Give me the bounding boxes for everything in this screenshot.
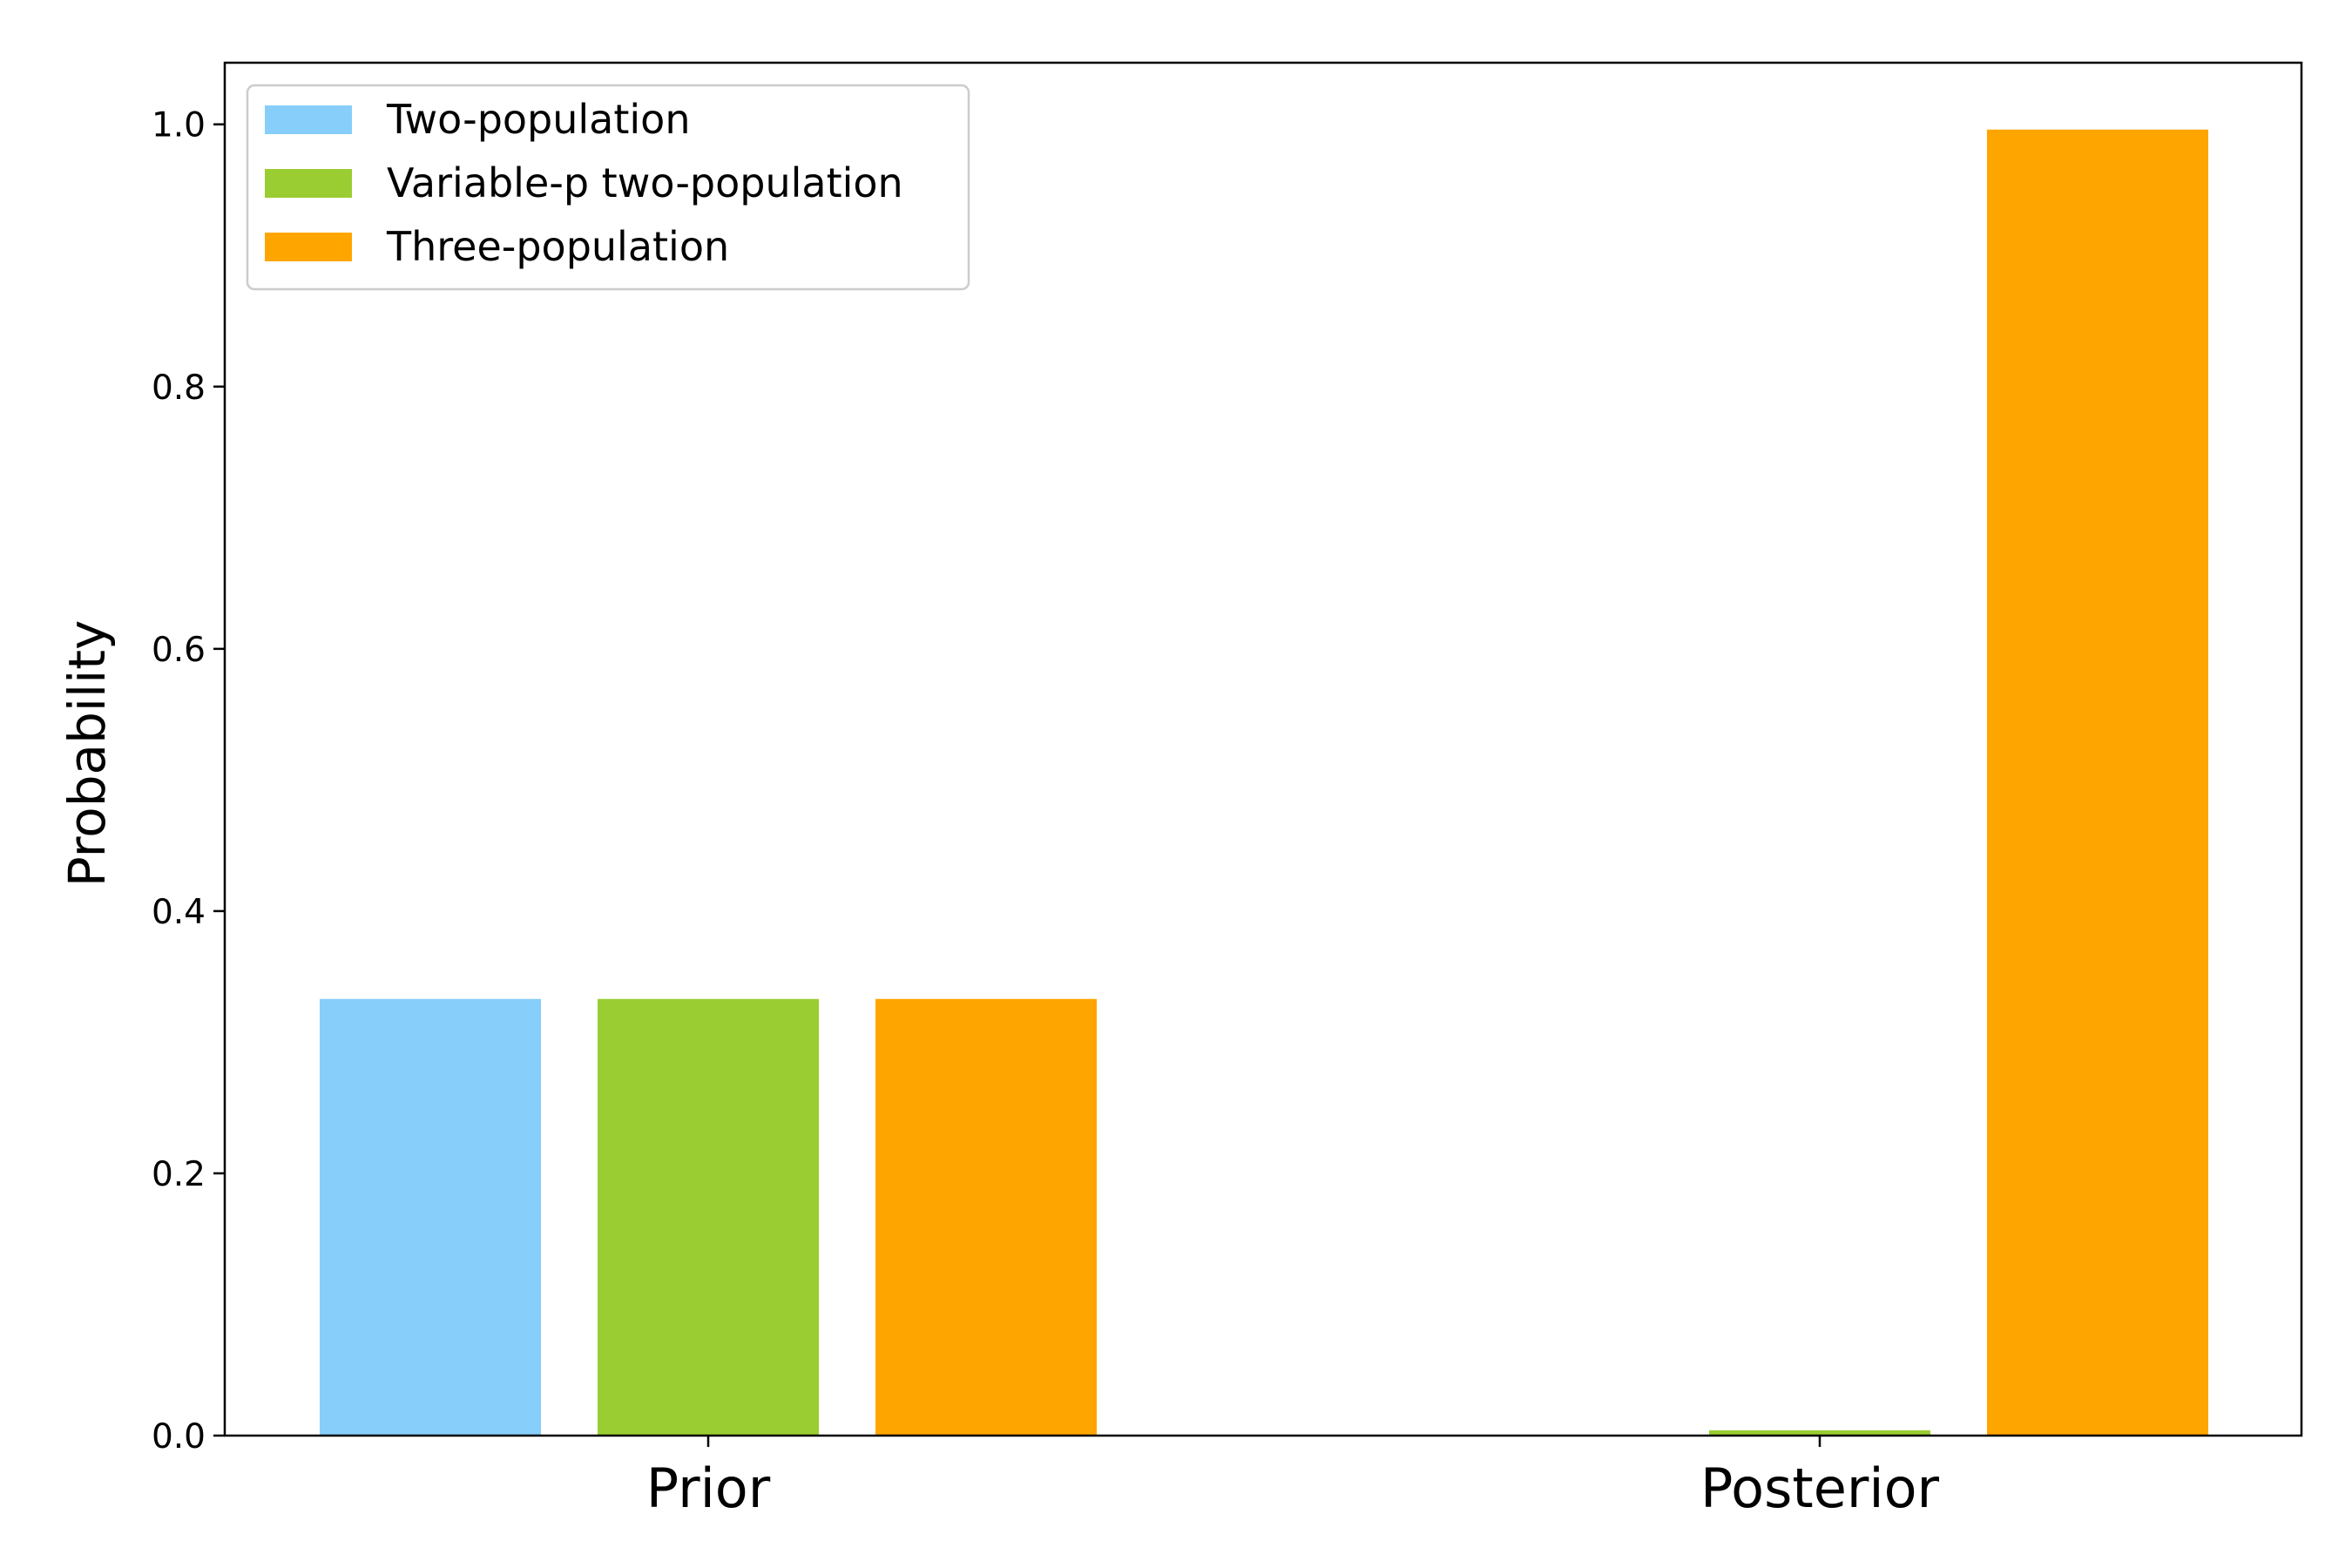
legend-swatch-1 [265,169,352,198]
y-tick-label: 0.4 [152,893,206,932]
legend-swatch-2 [265,233,352,261]
legend-label-2: Three-population [386,223,729,270]
legend: Two-population Variable-p two-population T… [246,84,970,291]
bar-posterior-1 [1709,1429,1930,1436]
y-tick-label: 0.8 [152,368,206,408]
y-tick-label: 0.0 [152,1417,206,1456]
legend-label-1: Variable-p two-population [387,159,903,206]
y-tick-label: 0.2 [152,1155,206,1194]
y-axis: 0.0 0.2 0.4 0.6 0.8 1.0 [152,106,225,1456]
x-tick-label-prior: Prior [646,1456,771,1520]
bar-posterior-2 [1987,129,2208,1436]
bars-group [320,129,2208,1436]
x-tick-label-posterior: Posterior [1700,1456,1940,1520]
legend-box [246,84,970,291]
x-axis: Prior Posterior [646,1436,1940,1520]
y-tick-label: 0.6 [152,631,206,670]
plot-frame [223,61,2303,1437]
legend-swatch-0 [265,105,352,134]
y-tick-label: 1.0 [152,106,206,145]
bar-prior-0 [320,998,541,1436]
bar-prior-2 [875,998,1097,1436]
legend-label-0: Two-population [386,96,690,143]
y-axis-title: Probability [57,620,117,888]
bar-prior-1 [598,998,819,1436]
